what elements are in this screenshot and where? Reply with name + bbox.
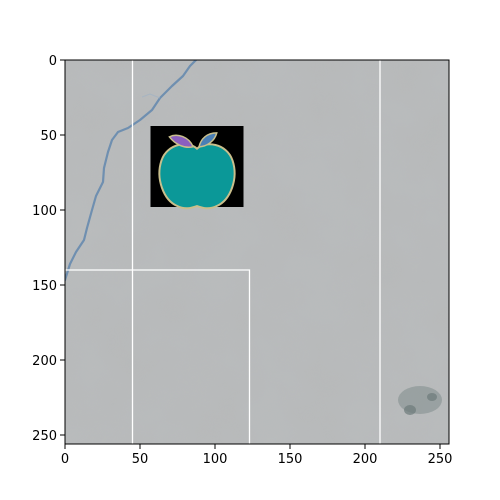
y-tick-label: 150 — [32, 279, 57, 294]
stain-mark — [427, 393, 437, 401]
x-tick-label: 250 — [428, 452, 453, 467]
x-axis: 0 50 100 150 200 250 — [61, 444, 453, 467]
y-axis: 0 50 100 150 200 250 — [32, 54, 65, 444]
axes-frame — [64, 59, 450, 445]
y-tick-label: 0 — [49, 54, 57, 69]
apple-leaf — [168, 134, 195, 148]
x-tick-label: 200 — [353, 452, 378, 467]
y-tick-label: 250 — [32, 429, 57, 444]
x-tick-label: 0 — [61, 452, 69, 467]
apple-shape — [158, 132, 236, 210]
overlay-rectangle — [65, 269, 251, 444]
apple-body — [158, 143, 236, 210]
crack-branch — [141, 93, 161, 99]
apple-icon — [150, 126, 244, 210]
y-tick-label: 200 — [32, 354, 57, 369]
y-tick-label: 100 — [32, 204, 57, 219]
image-area — [65, 60, 449, 444]
stain-mark — [404, 405, 416, 415]
y-tick-label: 50 — [40, 129, 57, 144]
apple-stem — [198, 132, 218, 148]
surface-grain — [65, 60, 449, 444]
x-tick-label: 150 — [278, 452, 303, 467]
x-tick-label: 50 — [132, 452, 149, 467]
crack-line — [65, 60, 198, 282]
x-tick-label: 100 — [203, 452, 228, 467]
